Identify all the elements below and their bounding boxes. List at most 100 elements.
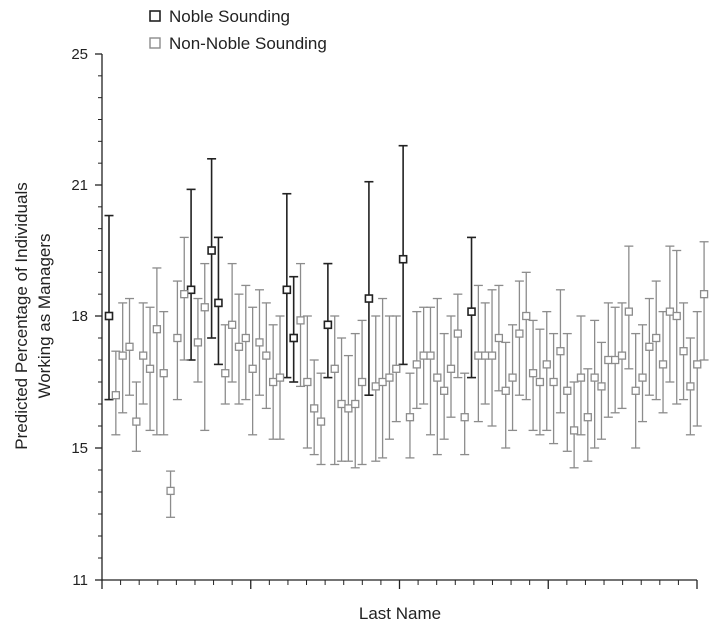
- legend-label-non-noble: Non-Noble Sounding: [169, 34, 327, 53]
- data-point: [481, 351, 490, 360]
- data-point: [303, 377, 312, 387]
- data-point: [275, 373, 285, 382]
- data-point: [467, 307, 476, 316]
- legend: Noble Sounding Non-Noble Sounding: [149, 7, 327, 53]
- data-point: [262, 351, 271, 360]
- data-point: [652, 333, 661, 343]
- y-ticks: 11 15 18 21 25: [71, 46, 102, 589]
- data-point: [186, 285, 196, 295]
- data-point: [207, 246, 216, 255]
- y-tick-label: 21: [71, 177, 88, 194]
- data-point: [638, 373, 647, 382]
- y-tick-label: 25: [71, 46, 88, 63]
- data-point: [419, 351, 428, 360]
- legend-label-noble: Noble Sounding: [169, 7, 290, 26]
- data-point: [672, 311, 681, 321]
- legend-marker-non-noble: [149, 37, 161, 49]
- data-point: [611, 355, 620, 365]
- data-point: [686, 382, 695, 391]
- series-layer: [104, 144, 709, 518]
- data-point: [658, 360, 668, 369]
- data-point: [323, 320, 333, 330]
- data-point: [111, 391, 120, 400]
- data-point: [180, 290, 189, 299]
- data-point: [330, 364, 339, 373]
- data-point: [528, 369, 538, 378]
- data-point: [145, 364, 155, 373]
- data-point: [255, 338, 264, 347]
- data-point: [453, 329, 462, 338]
- data-point: [604, 355, 613, 365]
- y-tick-label: 15: [71, 440, 88, 457]
- data-point: [132, 417, 141, 426]
- data-point: [501, 386, 510, 395]
- data-point: [474, 351, 483, 360]
- data-point: [337, 399, 346, 409]
- data-point: [440, 386, 449, 395]
- data-point: [699, 290, 709, 299]
- data-point: [351, 399, 360, 409]
- data-point: [590, 373, 599, 382]
- data-point: [234, 342, 244, 351]
- data-point: [221, 369, 230, 378]
- y-tick-label: 11: [72, 572, 88, 589]
- data-point: [139, 351, 148, 360]
- series-noble: [104, 144, 477, 401]
- data-point: [214, 298, 223, 308]
- data-point: [624, 307, 633, 316]
- data-point: [576, 373, 586, 382]
- data-point: [631, 386, 640, 395]
- y-tick-label: 18: [71, 308, 88, 325]
- data-point: [193, 338, 203, 347]
- data-point: [665, 307, 675, 316]
- data-point: [645, 342, 654, 351]
- data-point: [173, 333, 182, 343]
- data-point: [159, 369, 168, 378]
- data-point: [549, 377, 558, 387]
- data-point: [522, 311, 531, 321]
- data-point: [569, 426, 579, 435]
- data-point: [282, 285, 292, 295]
- data-point: [344, 404, 353, 413]
- data-point: [446, 364, 456, 373]
- data-point: [200, 303, 209, 312]
- data-point: [248, 364, 257, 373]
- data-point: [371, 382, 380, 391]
- data-point: [357, 377, 367, 387]
- data-point: [535, 377, 545, 387]
- data-point: [679, 347, 688, 356]
- data-point: [405, 413, 415, 422]
- data-point: [378, 377, 387, 387]
- data-point: [426, 351, 435, 360]
- data-point: [617, 351, 627, 360]
- data-point: [118, 351, 127, 360]
- data-point: [460, 413, 469, 422]
- data-point: [269, 377, 278, 387]
- data-point: [104, 311, 114, 321]
- data-point: [392, 364, 401, 373]
- data-point: [289, 333, 298, 343]
- data-point: [433, 373, 442, 382]
- data-point: [310, 404, 319, 413]
- data-point: [152, 325, 162, 334]
- data-point: [227, 320, 237, 329]
- data-point: [125, 342, 134, 351]
- y-axis-title: Predicted Percentage of Individuals Work…: [12, 182, 54, 449]
- axes: 11 15 18 21 25: [71, 46, 698, 589]
- data-point: [296, 316, 305, 325]
- series-non-noble: [111, 236, 709, 518]
- data-point: [385, 373, 394, 382]
- data-point: [241, 333, 250, 343]
- data-point: [556, 347, 565, 356]
- data-point: [412, 360, 421, 369]
- data-point: [583, 413, 592, 422]
- data-point: [508, 373, 517, 382]
- data-point: [487, 351, 497, 360]
- data-point: [494, 333, 504, 343]
- data-point: [398, 254, 408, 264]
- y-axis-title-line-2: Working as Managers: [35, 233, 54, 398]
- data-point: [316, 417, 326, 426]
- data-point: [693, 360, 702, 369]
- y-axis-title-line-1: Predicted Percentage of Individuals: [12, 182, 31, 449]
